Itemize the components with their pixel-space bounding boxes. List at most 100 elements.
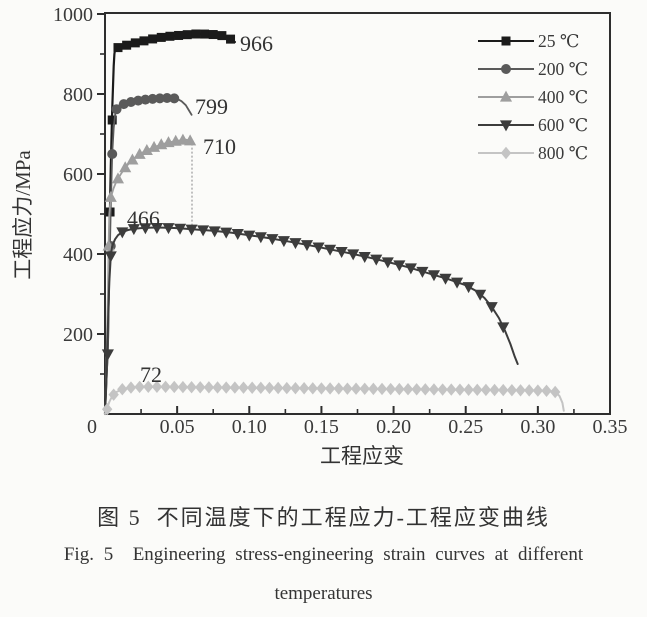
y-tick-label: 200 — [63, 324, 93, 346]
marker-25c — [217, 31, 227, 41]
marker-600c — [150, 222, 163, 234]
marker-200c — [169, 93, 180, 104]
marker-600c — [439, 273, 452, 285]
marker-800c — [246, 381, 258, 394]
marker-400c — [111, 172, 125, 184]
marker-600c — [254, 232, 267, 244]
marker-800c — [324, 382, 336, 395]
marker-600c — [451, 277, 464, 289]
marker-800c — [368, 382, 379, 396]
marker-600c — [347, 249, 360, 261]
legend-marker-200c — [501, 64, 511, 74]
marker-600c — [324, 244, 337, 256]
x-tick-label: 0.20 — [376, 416, 411, 438]
marker-600c — [462, 282, 475, 294]
legend: 25 ℃ 200 ℃ 400 ℃ 600 ℃ 800 ℃ — [478, 31, 588, 163]
marker-800c — [515, 384, 526, 397]
marker-800c — [454, 383, 466, 396]
marker-600c — [381, 257, 394, 269]
marker-800c — [498, 383, 509, 397]
marker-25c — [122, 40, 132, 50]
x-tick-label: 0.35 — [593, 416, 628, 438]
marker-25c — [107, 115, 117, 125]
plot-border — [104, 12, 611, 415]
marker-800c — [463, 383, 474, 396]
marker-800c — [437, 383, 448, 396]
x-tick-label: 0.25 — [448, 416, 483, 438]
y-tick-label: 800 — [63, 84, 93, 106]
marker-600c — [139, 223, 152, 235]
legend-marker-25c — [501, 36, 511, 46]
marker-800c — [402, 383, 414, 396]
legend-item-25c: 25 ℃ — [478, 31, 579, 51]
x-tick-label: 0 — [87, 416, 97, 438]
y-axis-title: 工程应力/MPa — [11, 150, 35, 280]
annotation-466: 466 — [127, 206, 160, 231]
marker-800c — [532, 384, 544, 397]
y-tick-label: 1000 — [53, 4, 93, 26]
marker-800c — [101, 403, 113, 416]
marker-800c — [307, 382, 318, 395]
marker-25c — [156, 32, 166, 42]
marker-25c — [226, 34, 236, 44]
plot-area: 0 0.05 0.10 0.15 0.20 0.25 0.30 0.35 200 400 600 80… — [53, 4, 628, 438]
marker-800c — [524, 384, 535, 397]
marker-800c — [195, 381, 206, 394]
marker-600c — [497, 322, 510, 334]
x-tick-label: 0.10 — [232, 416, 267, 438]
marker-25c — [139, 36, 149, 46]
legend-label-600c: 600 ℃ — [538, 115, 588, 135]
x-tick-label: 0.05 — [160, 416, 195, 438]
annotation-799: 799 — [195, 94, 228, 119]
marker-800c — [489, 383, 500, 397]
marker-600c — [393, 260, 406, 272]
marker-800c — [350, 382, 362, 395]
x-tick-label: 0.15 — [304, 416, 339, 438]
marker-800c — [376, 382, 388, 396]
marker-200c — [111, 104, 122, 115]
annotations: 966 799 710 466 72 — [127, 31, 273, 387]
marker-25c — [200, 29, 210, 39]
marker-800c — [108, 388, 119, 401]
marker-400c — [133, 147, 146, 159]
series-600c — [101, 222, 519, 415]
marker-200c — [140, 94, 151, 105]
marker-800c — [151, 380, 163, 393]
marker-600c — [104, 251, 117, 263]
marker-800c — [298, 382, 310, 395]
marker-800c — [203, 381, 215, 394]
marker-800c — [238, 381, 249, 394]
marker-600c — [101, 349, 114, 361]
caption-english-1: Fig. 5 Engineering stress-engineering st… — [63, 544, 584, 565]
legend-item-800c: 800 ℃ — [478, 143, 588, 163]
marker-800c — [359, 382, 370, 395]
marker-800c — [212, 381, 223, 394]
marker-600c — [312, 242, 325, 254]
marker-600c — [231, 228, 244, 240]
marker-800c — [272, 381, 284, 395]
y-tick-label: 600 — [63, 164, 93, 186]
marker-800c — [264, 381, 275, 395]
marker-800c — [125, 381, 137, 394]
legend-label-400c: 400 ℃ — [538, 87, 588, 107]
marker-600c — [127, 224, 140, 236]
marker-600c — [335, 247, 348, 259]
marker-800c — [541, 384, 552, 397]
marker-600c — [474, 289, 487, 301]
marker-600c — [173, 223, 187, 235]
curves — [101, 29, 565, 416]
marker-800c — [221, 381, 232, 394]
marker-600c — [404, 263, 417, 275]
legend-item-200c: 200 ℃ — [478, 59, 588, 79]
marker-600c — [266, 234, 279, 246]
legend-label-800c: 800 ℃ — [538, 143, 588, 163]
marker-25c — [191, 29, 201, 39]
marker-400c — [176, 133, 189, 145]
legend-label-25c: 25 ℃ — [538, 31, 579, 51]
marker-800c — [480, 383, 492, 397]
legend-marker-600c — [499, 120, 513, 132]
marker-200c — [154, 93, 165, 104]
marker-800c — [229, 381, 241, 394]
marker-800c — [143, 380, 154, 393]
